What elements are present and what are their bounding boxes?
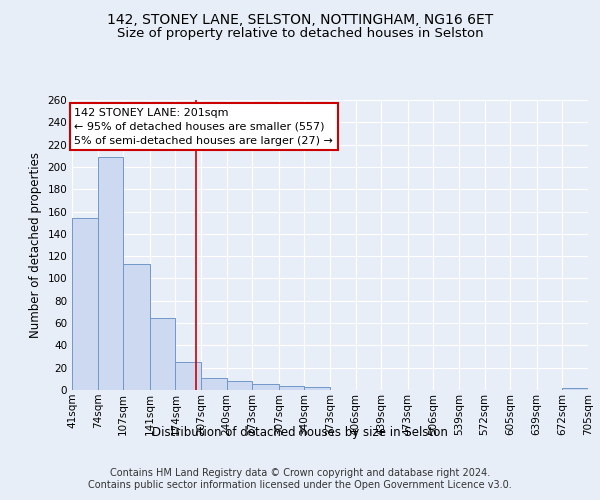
Text: 142, STONEY LANE, SELSTON, NOTTINGHAM, NG16 6ET: 142, STONEY LANE, SELSTON, NOTTINGHAM, N… xyxy=(107,12,493,26)
Bar xyxy=(72,218,98,390)
Bar xyxy=(227,381,252,390)
Text: Distribution of detached houses by size in Selston: Distribution of detached houses by size … xyxy=(152,426,448,439)
Bar xyxy=(279,386,304,390)
Text: 142 STONEY LANE: 201sqm
← 95% of detached houses are smaller (557)
5% of semi-de: 142 STONEY LANE: 201sqm ← 95% of detache… xyxy=(74,108,333,146)
Bar xyxy=(201,378,227,390)
Bar xyxy=(304,386,330,390)
Text: Contains HM Land Registry data © Crown copyright and database right 2024.
Contai: Contains HM Land Registry data © Crown c… xyxy=(88,468,512,490)
Bar xyxy=(123,264,150,390)
Bar xyxy=(98,157,123,390)
Bar xyxy=(175,362,201,390)
Bar xyxy=(150,318,175,390)
Text: Size of property relative to detached houses in Selston: Size of property relative to detached ho… xyxy=(116,28,484,40)
Bar xyxy=(252,384,279,390)
Bar xyxy=(562,388,588,390)
Y-axis label: Number of detached properties: Number of detached properties xyxy=(29,152,42,338)
